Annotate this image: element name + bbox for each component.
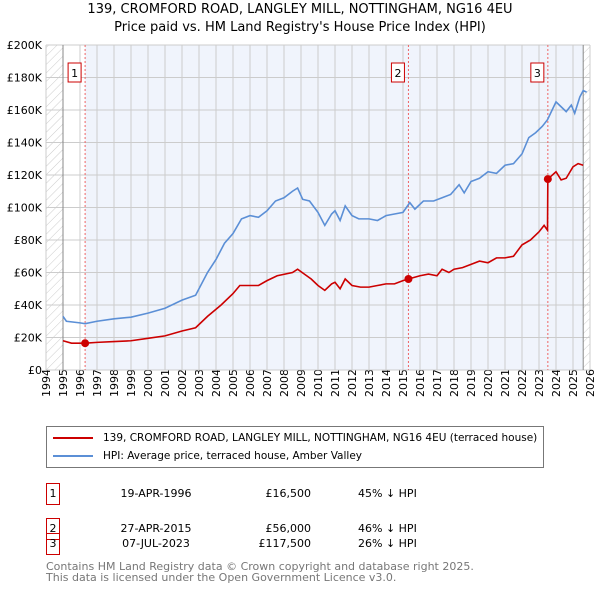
x-tick-label: 2007: [261, 369, 274, 397]
transaction-row: 3 07-JUL-2023 £117,500 26% ↓ HPI: [46, 533, 546, 575]
x-tick-label: 2002: [176, 369, 189, 397]
transaction-hpi: 46% ↓ HPI: [358, 522, 417, 535]
x-tick-label: 2017: [431, 369, 444, 397]
y-tick-label: £200K: [7, 39, 43, 52]
x-tick-label: 1994: [40, 369, 53, 397]
transaction-date: 19-APR-1996: [120, 487, 192, 500]
transaction-hpi: 45% ↓ HPI: [358, 487, 417, 500]
x-tick-label: 2003: [193, 369, 206, 397]
legend-swatch-blue: [53, 455, 93, 457]
transaction-date: 07-JUL-2023: [122, 537, 190, 550]
x-tick-label: 2019: [465, 369, 478, 397]
sale-label: 3: [534, 67, 541, 80]
y-tick-label: £60K: [14, 267, 43, 280]
transaction-row: 2 27-APR-2015 £56,000 46% ↓ HPI: [46, 518, 546, 540]
footer-copyright: Contains HM Land Registry data © Crown c…: [46, 560, 474, 573]
x-tick-label: 2004: [210, 369, 223, 397]
y-tick-label: £160K: [7, 104, 43, 117]
sale-point: [81, 339, 90, 348]
x-tick-label: 2011: [329, 369, 342, 397]
x-tick-label: 2012: [346, 369, 359, 397]
transaction-number: 2: [46, 518, 60, 540]
sale-label-box: [390, 62, 405, 83]
legend-label: HPI: Average price, terraced house, Ambe…: [103, 450, 362, 462]
x-tick-label: 2005: [227, 369, 240, 397]
x-tick-label: 2008: [278, 369, 291, 397]
y-tick-label: £0: [28, 364, 42, 377]
transaction-date: 27-APR-2015: [120, 522, 192, 535]
x-tick-label: 1998: [108, 369, 121, 397]
y-tick-label: £20K: [14, 332, 43, 345]
chart-title: 139, CROMFORD ROAD, LANGLEY MILL, NOTTIN…: [87, 2, 513, 17]
legend: 139, CROMFORD ROAD, LANGLEY MILL, NOTTIN…: [46, 426, 544, 468]
y-tick-label: £140K: [7, 137, 43, 150]
x-tick-label: 2015: [397, 369, 410, 397]
sale-label-box: [67, 62, 82, 83]
x-tick-label: 2024: [550, 369, 563, 397]
x-tick-label: 2023: [533, 369, 546, 397]
y-tick-label: £80K: [14, 234, 43, 247]
x-tick-label: 2010: [312, 369, 325, 397]
footer: Contains HM Land Registry data © Crown c…: [46, 561, 474, 583]
x-tick-label: 2021: [499, 369, 512, 397]
legend-swatch-red: [53, 437, 93, 439]
x-tick-label: 1996: [74, 369, 87, 397]
x-tick-label: 2016: [414, 369, 427, 397]
x-tick-label: 2000: [142, 369, 155, 397]
x-tick-label: 2013: [363, 369, 376, 397]
legend-label: 139, CROMFORD ROAD, LANGLEY MILL, NOTTIN…: [103, 432, 538, 444]
sale-label: 2: [394, 67, 401, 80]
x-tick-label: 2026: [584, 369, 597, 397]
legend-item-property: 139, CROMFORD ROAD, LANGLEY MILL, NOTTIN…: [53, 432, 537, 444]
transaction-number: 3: [46, 533, 60, 555]
y-tick-label: £120K: [7, 169, 43, 182]
footer-license: This data is licensed under the Open Gov…: [46, 571, 397, 584]
chart-subtitle: Price paid vs. HM Land Registry's House …: [114, 20, 486, 35]
series-line: [62, 162, 584, 344]
y-tick-label: £40K: [14, 299, 43, 312]
x-tick-label: 2001: [159, 369, 172, 397]
x-tick-label: 2014: [380, 369, 393, 397]
transaction-number: 1: [46, 483, 60, 505]
x-tick-label: 2018: [448, 369, 461, 397]
x-tick-label: 1997: [91, 369, 104, 397]
x-tick-label: 2009: [295, 369, 308, 397]
transaction-price: £16,500: [265, 487, 312, 500]
sale-point: [404, 275, 413, 283]
transaction-row: 1 19-APR-1996 £16,500 45% ↓ HPI: [46, 483, 546, 505]
series-line: [62, 89, 587, 325]
x-tick-label: 1995: [57, 369, 70, 397]
price-chart: 1994 1995 1996 1997 1998 1999 2000 2001 2002 2003…: [7, 39, 597, 397]
sale-label-box: [530, 62, 545, 83]
x-tick-label: 2025: [567, 369, 580, 397]
legend-item-hpi: HPI: Average price, terraced house, Ambe…: [53, 450, 362, 462]
sale-point: [543, 175, 552, 184]
x-tick-label: 2020: [482, 369, 495, 397]
transaction-price: £117,500: [258, 537, 312, 550]
x-tick-label: 2022: [516, 369, 529, 397]
transaction-price: £56,000: [265, 522, 312, 535]
sale-label: 1: [71, 67, 78, 80]
x-tick-label: 1999: [125, 369, 138, 397]
transaction-hpi: 26% ↓ HPI: [358, 537, 417, 550]
y-tick-label: £100K: [7, 202, 43, 215]
y-tick-label: £180K: [7, 72, 43, 85]
x-tick-label: 2006: [244, 369, 257, 397]
